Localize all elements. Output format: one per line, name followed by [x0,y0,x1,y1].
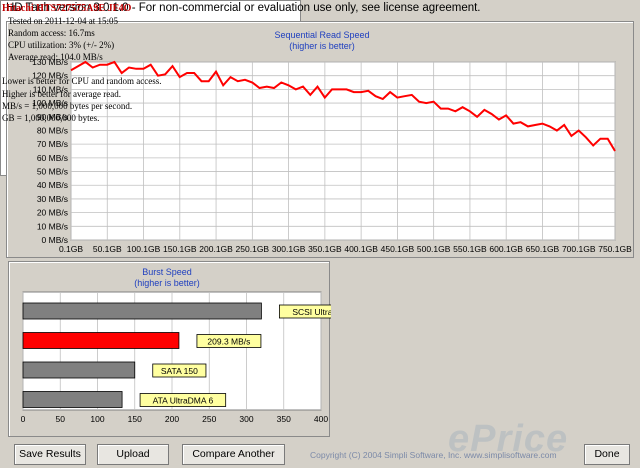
burst-chart-subtitle: (higher is better) [134,278,200,288]
burst-speed-chart: Burst Speed(higher is better) 0 50 100 150 20… [21,267,331,424]
seq-x-tick-label: 350.1GB [308,244,342,254]
seq-y-tick-label: 20 MB/s [37,208,68,218]
seq-y-tick-label: 130 MB/s [32,57,68,67]
done-button[interactable]: Done [584,444,630,465]
burst-bar-label-box [196,334,262,348]
seq-y-tick-label: 120 MB/s [32,71,68,81]
window-title: HD Tach version 3.0.1.0 - For non-commer… [6,2,481,14]
burst-bar [22,361,136,379]
note-mbs-definition: MB/s = 1,000,000 bytes per second. [2,101,133,111]
copyright-footer: Copyright (C) 2004 Simpli Software, Inc.… [310,450,557,460]
seq-y-tick-label: 10 MB/s [37,221,68,231]
seq-y-tick-label: 60 MB/s [37,153,68,163]
compare-another-drive-button[interactable]: Compare Another Drive [182,444,285,468]
seq-y-tick-label: 90 MB/s [37,112,68,122]
seq-x-tick-label: 250.1GB [236,244,270,254]
seq-read-series-line [70,60,616,152]
seq-x-tick-label: 400.1GB [344,244,378,254]
burst-bar [22,391,123,408]
seq-x-tick-label: 50.1GB [93,244,122,254]
seq-x-tick-label: 0.1GB [59,244,83,254]
sequential-read-panel: Sequential Read Speed (higher is better) 0… [6,21,634,258]
seq-y-tick-label: 80 MB/s [37,125,68,135]
seq-y-tick-label: 0 MB/s [42,235,68,245]
burst-bar-label: ATA UltraDMA 6 [153,396,214,406]
burst-bar [22,302,262,320]
seq-y-tick-label: 70 MB/s [37,139,68,149]
seq-x-tick-label: 150.1GB [163,244,197,254]
burst-x-tick-label: 200 [165,414,179,424]
seq-y-tick-label: 100 MB/s [32,98,68,108]
seq-plot-area [70,61,616,241]
sequential-read-chart: Sequential Read Speed(higher is better) 0… [32,30,632,254]
seq-x-tick-label: 200.1GB [199,244,233,254]
seq-x-tick-label: 100.1GB [127,244,161,254]
burst-x-tick-label: 50 [56,414,66,424]
seq-x-tick-label: 700.1GB [562,244,596,254]
seq-x-tick-label: 550.1GB [453,244,487,254]
seq-y-tick-label: 110 MB/s [33,84,68,94]
seq-x-tick-label: 450.1GB [381,244,415,254]
burst-bar-label-box [139,393,227,407]
burst-bar-label-box [278,304,331,319]
seq-y-tick-label: 50 MB/s [37,167,68,177]
burst-bar-label: SCSI Ultra320 [292,307,331,317]
seq-x-tick-label: 750.1GB [598,244,632,254]
burst-bar-label: SATA 150 [161,366,198,376]
seq-x-tick-label: 500.1GB [417,244,451,254]
note-higher-better: Higher is better for average read. [2,89,121,99]
drive-name: Hitachi HTS727575A9E JF4O [2,3,132,14]
seq-y-tick-label: 30 MB/s [37,194,68,204]
eprice-watermark: ePrice [448,418,569,460]
burst-x-tick-label: 100 [90,414,104,424]
info-average-read: Average read: 104.0 MB/s [8,52,103,62]
seq-y-tick-label: 40 MB/s [37,180,68,190]
burst-bar [22,332,180,349]
seq-chart-title: Sequential Read Speed [274,30,369,40]
burst-speed-panel: Burst Speed (higher is better) 0 50 100 150 20… [8,261,331,437]
burst-bar-label: 209.3 MB/s [207,337,250,347]
burst-x-tick-label: 300 [239,414,253,424]
seq-x-tick-label: 600.1GB [489,244,523,254]
burst-x-tick-label: 150 [128,414,142,424]
seq-chart-subtitle: (higher is better) [289,41,355,51]
burst-x-tick-label: 350 [277,414,291,424]
burst-x-tick-label: 400 [314,414,328,424]
burst-x-tick-label: 250 [202,414,216,424]
note-gb-definition: GB = 1,000,000,000 bytes. [2,113,100,123]
info-tested-on: Tested on 2011-12-04 at 15:05 [8,16,119,26]
note-lower-better: Lower is better for CPU and random acces… [2,76,162,86]
burst-x-tick-label: 0 [21,414,26,424]
save-results-button[interactable]: Save Results [14,444,86,465]
burst-bar-label-box [152,363,207,378]
seq-x-tick-label: 650.1GB [526,244,560,254]
info-cpu-utilization: CPU utilization: 3% (+/- 2%) [8,40,115,50]
info-random-access: Random access: 16.7ms [8,28,95,38]
seq-x-tick-label: 300.1GB [272,244,306,254]
burst-chart-title: Burst Speed [142,267,192,277]
upload-results-button[interactable]: Upload Results [97,444,169,468]
